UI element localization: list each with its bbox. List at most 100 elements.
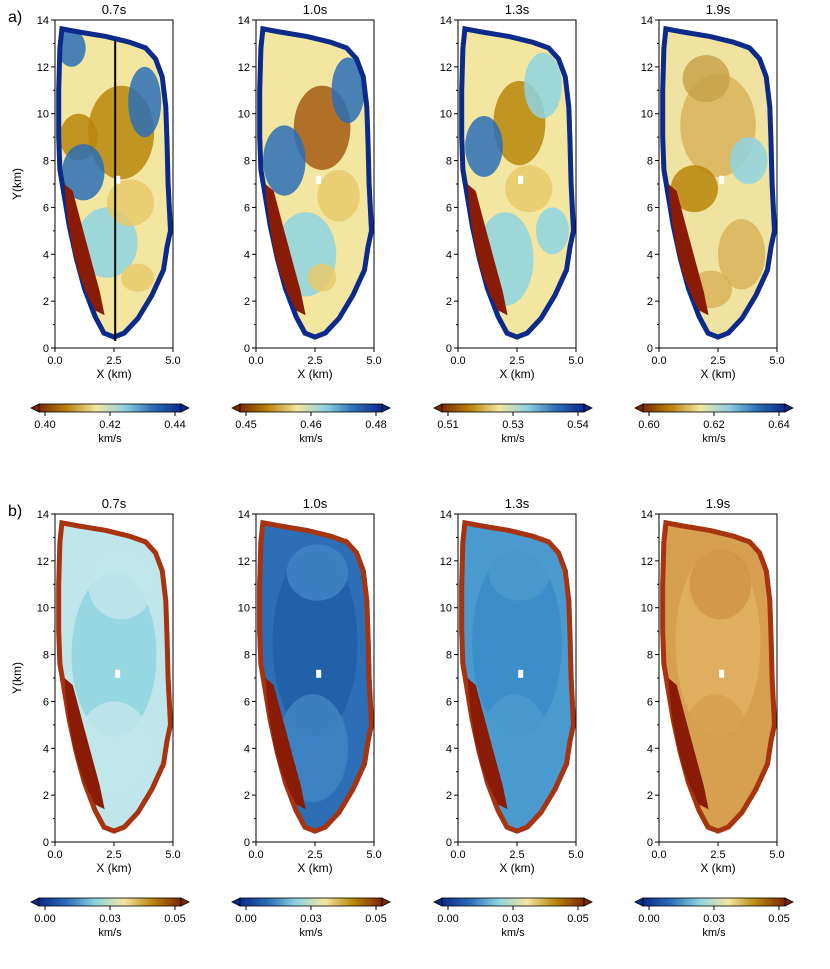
map-anomaly	[317, 169, 360, 222]
colorbar: 0.40 0.42 0.44 km/s	[30, 403, 190, 445]
x-tick-label: 5.0	[165, 849, 180, 861]
y-tick-label: 10	[238, 109, 250, 121]
station-marker	[518, 175, 524, 184]
station-marker	[115, 669, 121, 678]
y-tick-label: 4	[244, 249, 250, 261]
y-tick-label: 4	[647, 249, 653, 261]
x-axis-label: X (km)	[96, 367, 131, 381]
x-axis-label: X (km)	[499, 367, 534, 381]
coastal-strip	[64, 678, 105, 810]
colorbar-ramp	[441, 897, 585, 907]
colorbar-tick-label: 0.42	[99, 419, 120, 431]
station-marker	[518, 669, 524, 678]
y-tick-label: 0	[43, 343, 49, 355]
colorbar-tick-label: 0.00	[34, 913, 55, 925]
y-tick-label: 2	[647, 296, 653, 308]
y-tick-label: 6	[647, 696, 653, 708]
colorbar-ramp	[239, 897, 383, 907]
colorbar: 0.45 0.46 0.48 km/s	[231, 403, 391, 445]
map-anomaly	[524, 52, 562, 119]
y-tick-label: 12	[641, 62, 653, 74]
y-tick-label: 4	[43, 743, 49, 755]
y-tick-label: 0	[446, 837, 452, 849]
colorbar-tick-label: 0.44	[164, 419, 185, 431]
map-field	[56, 519, 174, 834]
y-tick-label: 10	[37, 109, 49, 121]
y-tick-label: 10	[37, 603, 49, 615]
y-tick-label: 14	[440, 509, 452, 521]
x-tick-label: 5.0	[769, 355, 784, 367]
panel-title: 1.0s	[303, 2, 328, 17]
x-tick-label: 5.0	[366, 355, 381, 367]
map-anomaly	[331, 57, 365, 124]
coastal-strip	[265, 678, 306, 810]
y-tick-label: 8	[647, 156, 653, 168]
colorbar-unit: km/s	[98, 433, 122, 445]
colorbar-tick-label: 0.51	[437, 419, 458, 431]
map-edge	[459, 519, 576, 834]
x-tick-label: 5.0	[165, 355, 180, 367]
coastal-strip	[467, 678, 508, 810]
x-tick-label: 5.0	[568, 355, 583, 367]
colorbar-tick-label: 0.64	[768, 419, 789, 431]
colorbar-tick-label: 0.45	[235, 419, 256, 431]
map-anomaly	[272, 549, 358, 737]
panel-title: 1.3s	[505, 2, 530, 17]
colorbar: 0.00 0.03 0.05 km/s	[30, 897, 190, 939]
y-tick-label: 6	[446, 202, 452, 214]
y-tick-label: 2	[647, 790, 653, 802]
colorbar: 0.51 0.53 0.54 km/s	[433, 403, 593, 445]
colorbar-tick-label: 0.03	[703, 913, 724, 925]
y-tick-label: 0	[647, 343, 653, 355]
colorbar-tick-label: 0.00	[437, 913, 458, 925]
colorbar-unit: km/s	[501, 433, 525, 445]
map-anomaly	[689, 549, 752, 620]
x-tick-label: 5.0	[769, 849, 784, 861]
map-anomaly	[488, 544, 551, 601]
colorbar-tick-label: 0.53	[502, 419, 523, 431]
map-anomaly	[682, 55, 730, 102]
panel-title: 1.9s	[706, 496, 731, 511]
x-tick-label: 2.5	[106, 355, 121, 367]
x-tick-label: 0.0	[450, 355, 465, 367]
y-tick-label: 14	[641, 509, 653, 521]
colorbar-ramp	[642, 897, 786, 907]
y-tick-label: 12	[440, 556, 452, 568]
y-tick-label: 2	[244, 790, 250, 802]
map-anomaly	[57, 29, 86, 67]
x-tick-label: 2.5	[710, 849, 725, 861]
x-tick-label: 2.5	[307, 849, 322, 861]
y-tick-label: 10	[641, 603, 653, 615]
y-tick-label: 6	[43, 202, 49, 214]
y-tick-label: 14	[238, 15, 250, 27]
colorbar-ramp	[38, 897, 182, 907]
y-tick-label: 12	[37, 556, 49, 568]
y-tick-label: 14	[37, 509, 49, 521]
y-tick-label: 4	[244, 743, 250, 755]
y-tick-label: 8	[647, 650, 653, 662]
colorbar-tick-label: 0.05	[567, 913, 588, 925]
map-field	[459, 25, 576, 340]
y-tick-label: 2	[446, 296, 452, 308]
map-field	[660, 519, 777, 834]
panel-title: 0.7s	[102, 496, 127, 511]
colorbar-tick-label: 0.48	[365, 419, 386, 431]
colorbar-tick-label: 0.03	[300, 913, 321, 925]
x-axis-label: X (km)	[700, 861, 735, 875]
station-marker	[316, 175, 322, 184]
x-tick-label: 0.0	[651, 355, 666, 367]
y-tick-label: 6	[244, 696, 250, 708]
y-tick-label: 12	[238, 556, 250, 568]
y-tick-label: 14	[440, 15, 452, 27]
x-axis-label: X (km)	[297, 861, 332, 875]
colorbar-tick-label: 0.00	[638, 913, 659, 925]
map-field	[257, 25, 374, 340]
map-anomaly	[465, 116, 503, 177]
x-tick-label: 5.0	[568, 849, 583, 861]
y-tick-label: 0	[446, 343, 452, 355]
